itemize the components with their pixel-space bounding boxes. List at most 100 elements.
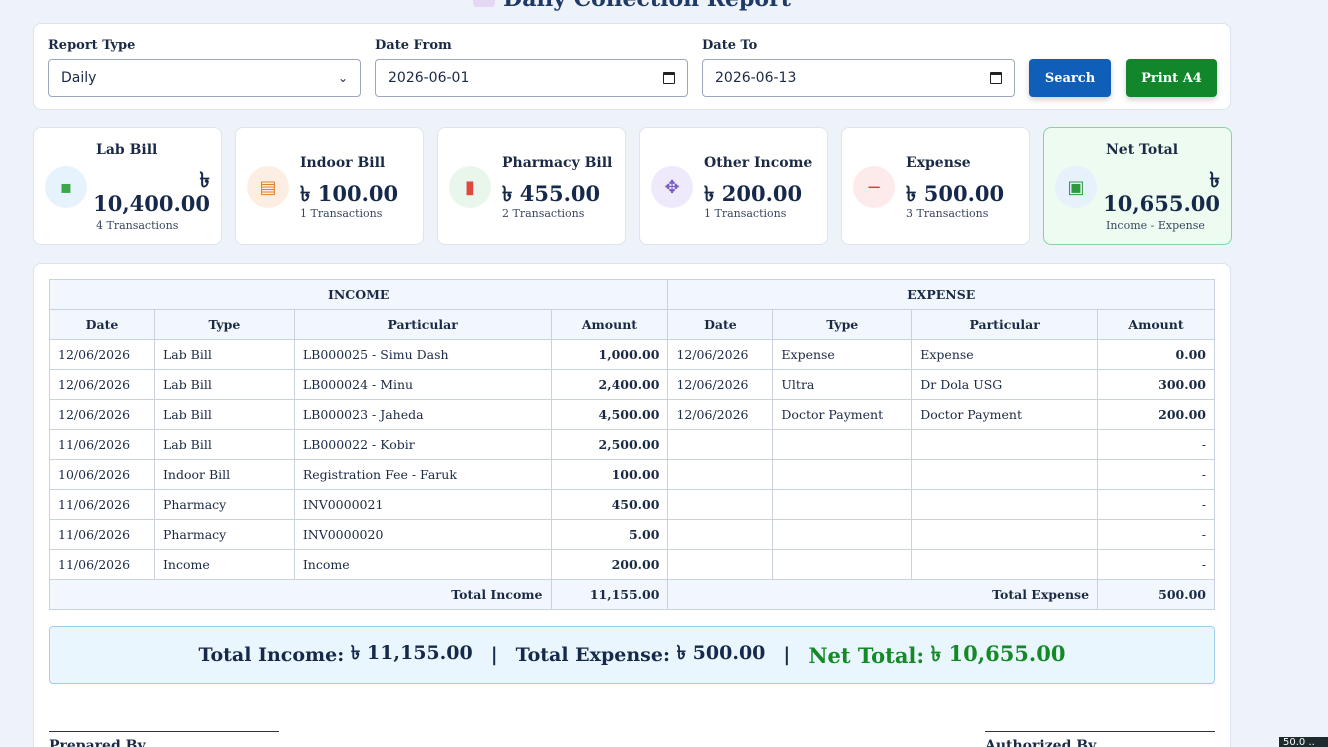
currency-symbol: ৳	[1209, 167, 1220, 192]
income-date-cell: 11/06/2026	[49, 519, 155, 550]
separator: |	[490, 644, 498, 666]
calendar-icon[interactable]	[990, 72, 1002, 84]
card-subtext: 2 Transactions	[502, 207, 585, 220]
card-title: Net Total	[1106, 142, 1179, 158]
other-income-card: ✥ Other Income ৳ 200.00 1 Transactions	[639, 127, 828, 245]
report-type-field: Report Type Daily ⌄	[48, 38, 361, 97]
summary-income-label: Total Income:	[198, 644, 345, 666]
chart-icon	[473, 0, 496, 7]
income-particular-cell: Income	[293, 549, 552, 580]
expense-date-cell	[667, 429, 774, 460]
expense-amount-cell: -	[1097, 429, 1215, 460]
expense-type-cell	[772, 549, 913, 580]
summary-expense-value: ৳ 500.00	[676, 642, 766, 664]
income-particular-cell: LB000024 - Minu	[293, 369, 552, 400]
expense-particular-cell	[911, 489, 1099, 520]
income-particular-cell: LB000022 - Kobir	[293, 429, 552, 460]
date-to-input[interactable]: 2026-06-13	[702, 59, 1015, 97]
column-headers: Date Type Particular Amount Date Type Pa…	[49, 309, 1215, 340]
search-button[interactable]: Search	[1029, 59, 1111, 97]
date-from-label: Date From	[375, 38, 452, 53]
filter-panel: Report Type Daily ⌄ Date From 2026-06-01…	[33, 23, 1231, 110]
income-type-cell: Lab Bill	[153, 399, 295, 430]
income-particular-cell: Registration Fee - Faruk	[293, 459, 552, 490]
pharmacy-bill-card: ▮ Pharmacy Bill ৳ 455.00 2 Transactions	[437, 127, 626, 245]
income-type-cell: Pharmacy	[153, 519, 295, 550]
expense-type-cell	[772, 429, 913, 460]
authorized-by-label: Authorized By	[985, 738, 1097, 747]
chevron-down-icon: ⌄	[337, 71, 348, 85]
summary-expense-label: Total Expense:	[515, 644, 670, 666]
table-row: 12/06/2026 Lab Bill LB000024 - Minu 2,400.0…	[49, 369, 1215, 400]
summary-income-value: ৳ 11,155.00	[350, 642, 473, 664]
total-expense-label: Total Expense	[667, 579, 1099, 610]
income-date-cell: 11/06/2026	[49, 489, 155, 520]
expense-particular-cell	[911, 519, 1099, 550]
income-type-cell: Pharmacy	[153, 489, 295, 520]
income-amount-cell: 4,500.00	[550, 399, 669, 430]
expense-type-cell	[772, 489, 913, 520]
income-header: INCOME	[48, 279, 669, 310]
income-amount-cell: 5.00	[550, 519, 669, 550]
date-from-input[interactable]: 2026-06-01	[375, 59, 688, 97]
expense-amount-cell: 0.00	[1097, 339, 1215, 370]
print-a4-button[interactable]: Print A4	[1126, 59, 1217, 97]
card-amount: ৳ 100.00	[300, 181, 399, 206]
total-expense-value: 500.00	[1097, 579, 1215, 610]
income-date-cell: 11/06/2026	[49, 429, 155, 460]
report-type-select[interactable]: Daily ⌄	[48, 59, 361, 97]
income-particular-cell: LB000025 - Simu Dash	[293, 339, 552, 370]
income-date-cell: 12/06/2026	[49, 339, 155, 370]
col-date: Date	[49, 309, 155, 340]
table-row: 12/06/2026 Lab Bill LB000023 - Jaheda 4,500…	[49, 399, 1215, 430]
card-amount: 10,400.00	[93, 191, 210, 216]
move-arrows-icon: ✥	[651, 166, 693, 208]
summary-net-value: ৳ 10,655.00	[930, 640, 1066, 666]
card-amount: ৳ 500.00	[906, 181, 1005, 206]
expense-date-cell	[667, 549, 774, 580]
expense-date-cell	[667, 519, 774, 550]
card-title: Indoor Bill	[300, 155, 386, 171]
prepared-signature-line	[49, 731, 279, 732]
expense-particular-cell: Expense	[911, 339, 1099, 370]
col-date: Date	[667, 309, 774, 340]
summary-bar: Total Income: ৳ 11,155.00 | Total Expens…	[49, 626, 1215, 684]
calendar-icon[interactable]	[663, 72, 675, 84]
expense-type-cell: Expense	[772, 339, 913, 370]
card-amount: 10,655.00	[1103, 191, 1220, 216]
expense-date-cell: 12/06/2026	[667, 339, 774, 370]
income-date-cell: 12/06/2026	[49, 399, 155, 430]
expense-particular-cell	[911, 549, 1099, 580]
table-row: 11/06/2026 Lab Bill LB000022 - Kobir 2,500.…	[49, 429, 1215, 460]
currency-symbol: ৳	[199, 167, 210, 192]
income-type-cell: Lab Bill	[153, 429, 295, 460]
income-type-cell: Income	[153, 549, 295, 580]
expense-particular-cell	[911, 429, 1099, 460]
test-tube-icon: ▪	[45, 166, 87, 208]
expense-card: − Expense ৳ 500.00 3 Transactions	[841, 127, 1030, 245]
card-subtext: 1 Transactions	[704, 207, 787, 220]
authorized-signature-line	[985, 731, 1215, 732]
income-date-cell: 11/06/2026	[49, 549, 155, 580]
income-particular-cell: LB000023 - Jaheda	[293, 399, 552, 430]
report-type-label: Report Type	[48, 38, 136, 53]
card-title: Lab Bill	[96, 142, 158, 158]
money-icon: ▣	[1055, 166, 1097, 208]
expense-particular-cell	[911, 459, 1099, 490]
totals-row: Total Income 11,155.00 Total Expense 500…	[49, 579, 1215, 610]
income-amount-cell: 100.00	[550, 459, 669, 490]
card-amount: ৳ 200.00	[704, 181, 803, 206]
expense-amount-cell: -	[1097, 549, 1215, 580]
expense-amount-cell: -	[1097, 459, 1215, 490]
table-row: 11/06/2026 Income Income 200.00-	[49, 549, 1215, 580]
expense-type-cell	[772, 459, 913, 490]
income-amount-cell: 200.00	[550, 549, 669, 580]
bed-icon: ▤	[247, 166, 289, 208]
income-amount-cell: 1,000.00	[550, 339, 669, 370]
col-particular: Particular	[293, 309, 552, 340]
expense-date-cell: 12/06/2026	[667, 369, 774, 400]
table-row: 10/06/2026 Indoor Bill Registration Fee - …	[49, 459, 1215, 490]
net-total-card: Net Total ▣ ৳ 10,655.00 Income - Expense	[1043, 127, 1232, 245]
expense-particular-cell: Dr Dola USG	[911, 369, 1099, 400]
income-particular-cell: INV0000020	[293, 519, 552, 550]
